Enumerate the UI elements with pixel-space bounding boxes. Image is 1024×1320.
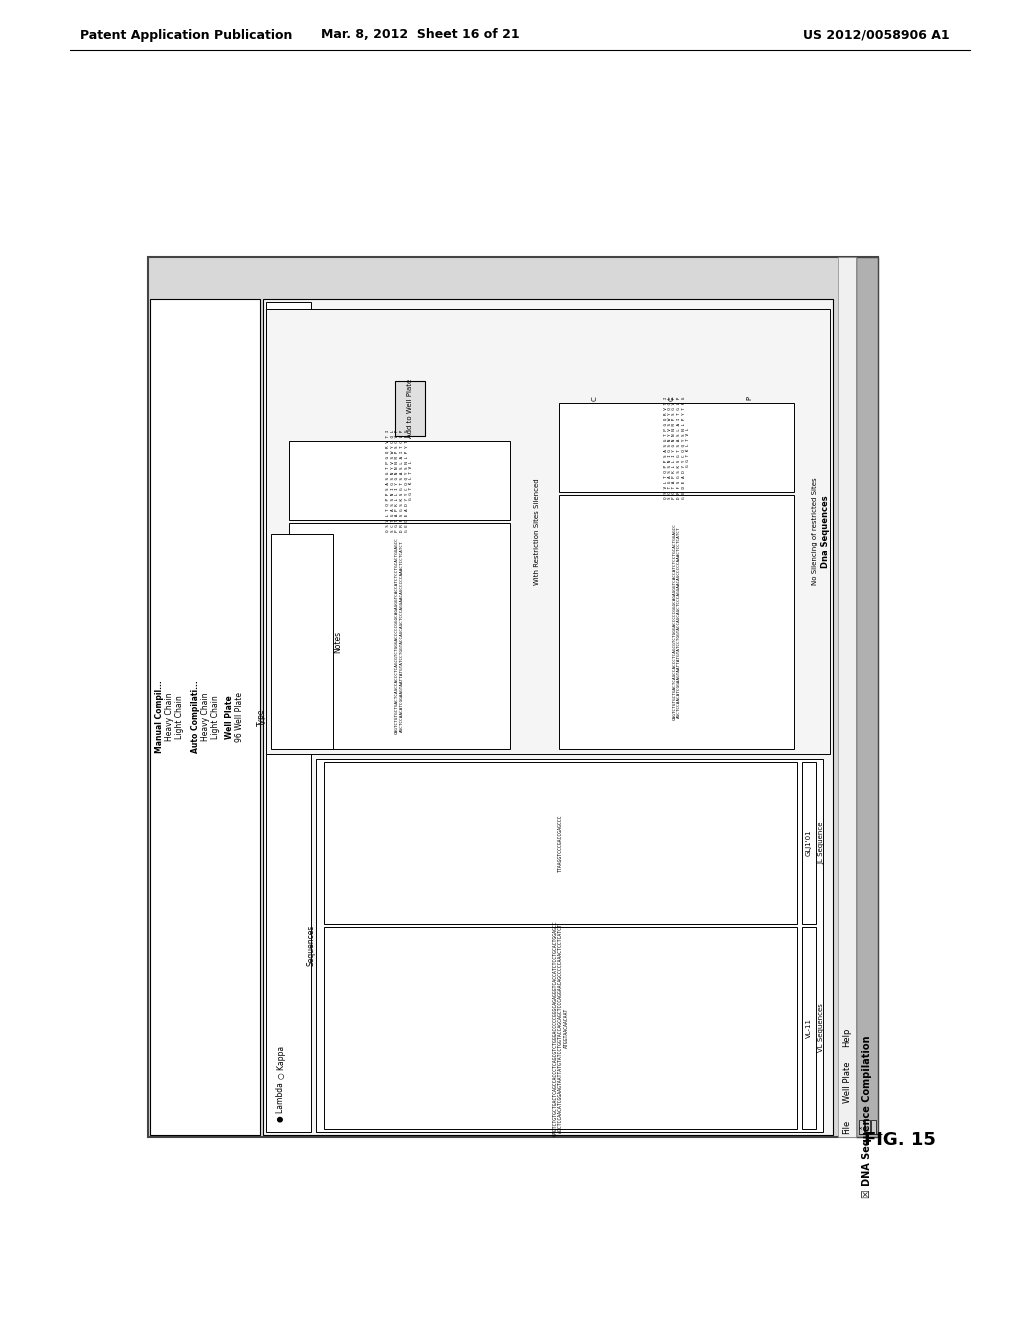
Text: P: P: [746, 396, 753, 400]
Bar: [271, 535, 333, 748]
Text: No Silencing of restricted Sites: No Silencing of restricted Sites: [812, 478, 818, 585]
Text: VL Sequences: VL Sequences: [818, 1003, 824, 1052]
Text: Q S V L T Q P P S A S G T P G Q R V T I
S C T G A S S N I G S N Y V S W Y Q Q L
: Q S V L T Q P P S A S G T P G Q R V T I …: [664, 396, 690, 499]
Bar: [266, 302, 311, 1133]
Text: -: -: [865, 1126, 870, 1129]
Text: Help: Help: [843, 1027, 852, 1047]
Bar: [802, 762, 816, 924]
Bar: [865, 1119, 870, 1134]
Text: Heavy Chain: Heavy Chain: [201, 693, 210, 742]
Text: ○ Kappa: ○ Kappa: [276, 1045, 286, 1078]
Text: C: C: [669, 396, 675, 400]
Bar: [289, 441, 510, 520]
Text: Manual Compil...: Manual Compil...: [156, 681, 165, 754]
Bar: [266, 309, 830, 754]
Text: With Restriction Sites Silenced: With Restriction Sites Silenced: [534, 478, 540, 585]
Bar: [871, 1119, 876, 1134]
Bar: [150, 300, 260, 1135]
Text: Well Plate: Well Plate: [843, 1061, 852, 1102]
Bar: [395, 381, 425, 436]
Text: Add to Well Plate: Add to Well Plate: [408, 379, 414, 438]
Text: Notes: Notes: [333, 631, 342, 652]
Text: GLJ1'01: GLJ1'01: [806, 829, 812, 857]
Bar: [559, 403, 794, 492]
Text: Sequences: Sequences: [306, 925, 315, 966]
Text: FIG. 15: FIG. 15: [864, 1131, 936, 1148]
Text: Dna Sequences: Dna Sequences: [820, 495, 829, 568]
Text: CAGTCTGTGCTGACTCAGCCACCCTCAGCGTCTGGGACCCCCGGGCAGAGGGTCACCATCTCCTGCACTGGAGCC
AGCT: CAGTCTGTGCTGACTCAGCCACCCTCAGCGTCTGGGACCC…: [395, 537, 403, 734]
Bar: [324, 762, 797, 924]
Text: Q S V L T Q P P S A S G T P G Q R V T I
S C T G A S S N I G S N Y V S W Y Q Q L
: Q S V L T Q P P S A S G T P G Q R V T I …: [386, 429, 413, 532]
Text: Patent Application Publication: Patent Application Publication: [80, 29, 293, 41]
Bar: [289, 523, 510, 748]
Text: US 2012/0058906 A1: US 2012/0058906 A1: [804, 29, 950, 41]
Bar: [263, 300, 833, 1135]
Bar: [148, 257, 878, 1137]
Text: Auto Compilati...: Auto Compilati...: [190, 681, 200, 754]
Text: ● Lambda: ● Lambda: [276, 1082, 286, 1122]
Text: CAGTCTGTGCTGACTCAGCCACCCTCAGCGTCTGGGACCCCCGGGCAGAGGGTCACCATCTCCTGCACTGGAGCC
AGCT: CAGTCTGTGCTGACTCAGCCACCCTCAGCGTCTGGGACCC…: [552, 920, 568, 1135]
Text: Light Chain: Light Chain: [175, 696, 184, 739]
Text: File: File: [843, 1119, 852, 1134]
Text: 96 Well Plate: 96 Well Plate: [236, 692, 245, 742]
Bar: [559, 495, 794, 748]
Bar: [859, 1119, 864, 1134]
Text: Well Plate: Well Plate: [225, 696, 234, 739]
Text: C: C: [592, 396, 597, 400]
Text: Light Chain: Light Chain: [211, 696, 219, 739]
Bar: [802, 927, 816, 1129]
Text: ☒ DNA Sequence Compilation: ☒ DNA Sequence Compilation: [862, 1036, 872, 1199]
Text: x: x: [859, 1126, 864, 1129]
Text: JL Sequence: JL Sequence: [818, 821, 824, 865]
Bar: [856, 257, 878, 1137]
Bar: [838, 257, 856, 1137]
Bar: [316, 759, 823, 1133]
Text: VL-11: VL-11: [806, 1018, 812, 1038]
Text: TTAAGGTCCCGACCGAGCCC: TTAAGGTCCCGACCGAGCCC: [558, 814, 563, 871]
Text: Heavy Chain: Heavy Chain: [166, 693, 174, 742]
Bar: [324, 927, 797, 1129]
Text: Mar. 8, 2012  Sheet 16 of 21: Mar. 8, 2012 Sheet 16 of 21: [321, 29, 519, 41]
Text: Type: Type: [256, 709, 265, 726]
Text: CAGTCTGTGCTGACTCAGCCACCCTCAGCGTCTGGGACCCCCGGGCAGAGGGTCACCATCTCCTGCACTGGAGCC
AGCT: CAGTCTGTGCTGACTCAGCCACCCTCAGCGTCTGGGACCC…: [673, 524, 681, 721]
